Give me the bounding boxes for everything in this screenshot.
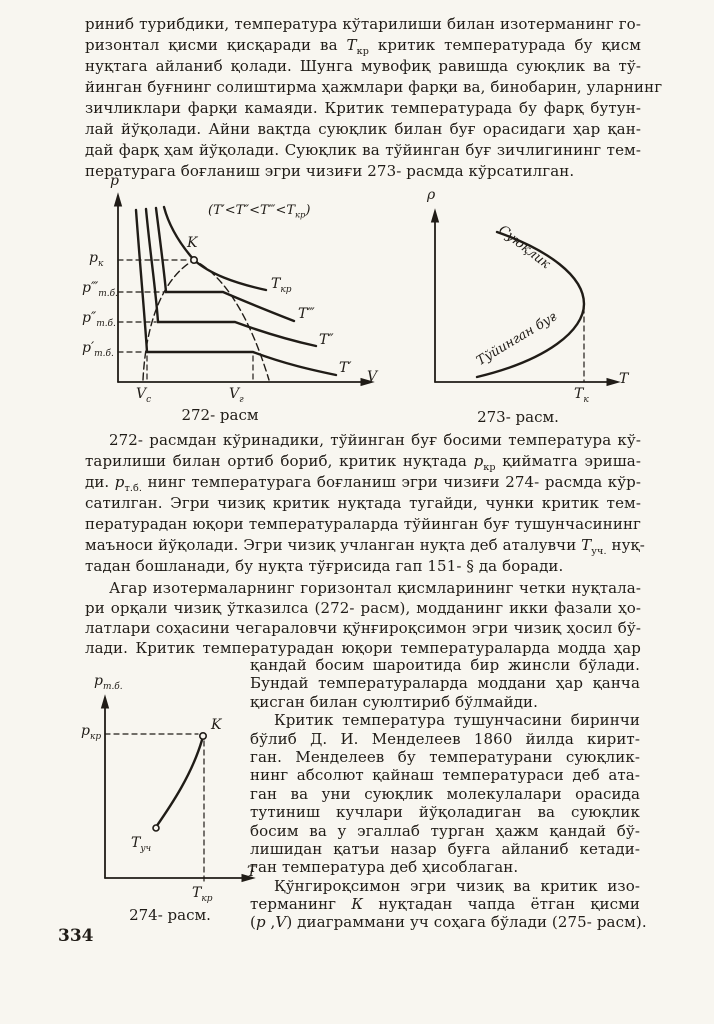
text-line: дай фарқ ҳам йўқолади. Суюқлик ва тўйинг…: [85, 141, 641, 159]
text-line: ризонтал қисми қисқаради ва Ткр критик т…: [85, 36, 641, 57]
text-line: ган ва уни суюқлик молекулалари орасида: [250, 784, 640, 803]
fig273-y-axis-label: ρ: [427, 187, 436, 203]
paragraph-3: Агар изотермаларнинг горизонтал қисмлари…: [85, 578, 641, 658]
text-line: нуқтага айланиб қолади. Шунга мувофиқ ра…: [85, 57, 641, 75]
text-line: маъноси йўқолади. Эгри чизиқ учланган ну…: [85, 536, 645, 557]
figure-272: p (T′<T″<T‴<Tкр) K pк p‴т.б. p″т.б. p′т.…: [80, 174, 390, 435]
fig273-tk-label: Tк: [574, 386, 589, 405]
density-curve: [475, 230, 586, 379]
paragraph-1: риниб турибдики, температура кўтарилиши …: [85, 14, 663, 182]
figure-273-plot: [430, 208, 621, 387]
fig272-x-axis-label: V: [367, 369, 378, 385]
text-line: ди. рт.б. нинг температурага боғланиш эг…: [85, 473, 641, 494]
paragraph-2: 272- расмдан кўринадики, тўйинган буғ бо…: [85, 430, 645, 577]
fig272-point-k-label: K: [187, 235, 198, 251]
text-line: тадан бошланади, бу нуқта тўғрисида гап …: [85, 557, 564, 575]
fig272-vc-label: Vс: [136, 386, 152, 405]
x-axis-arrow: [606, 377, 621, 387]
text-line: лай йўқолади. Айни вақтда суюқлик билан …: [85, 120, 641, 138]
fig272-t1-label: T′: [339, 360, 352, 376]
fig273-caption: 273- расм.: [477, 408, 559, 426]
fig272-ptb3-label: p‴т.б.: [82, 280, 118, 299]
text-line: (р ,V) диаграммани уч соҳага бўлади (275…: [250, 913, 647, 932]
isotherm-t2: [144, 207, 318, 348]
x-axis-arrow: [241, 873, 256, 883]
text-line: қандай босим шароитида бир жинсли бўлади…: [250, 656, 640, 674]
figure-272-plot: [113, 192, 375, 387]
text-line: сатилган. Эгри чизиқ критик нуқтада туга…: [85, 494, 641, 512]
critical-point-marker: [190, 256, 199, 265]
fig274-point-k-label: K: [211, 717, 222, 733]
fig274-tkr-label: Tкр: [192, 885, 213, 904]
fig272-caption: 272- расм: [181, 406, 259, 424]
text-line: Агар изотермаларнинг горизонтал қисмлари…: [109, 579, 641, 597]
page-number: 334: [58, 926, 94, 946]
text-line: ри орқали чизиқ ўтказилса (272- расм), м…: [85, 599, 641, 617]
fig272-ptb1-label: p′т.б.: [82, 340, 114, 359]
fig274-tuch-label: Tуч: [131, 835, 152, 854]
text-line: ган. Менделеев бу температурани суюқлик-: [250, 747, 640, 766]
x-axis-arrow: [360, 377, 375, 387]
fig274-y-axis-label: pт.б.: [94, 673, 123, 692]
text-line: бўлиб Д. И. Менделеев 1860 йилда кирит-: [250, 729, 640, 748]
saturation-pressure-curve: [154, 738, 204, 829]
fig272-tkr-label: Tкр: [271, 276, 292, 295]
text-line: тарилиши билан ортиб бориб, критик нуқта…: [85, 452, 641, 473]
y-axis-arrow: [100, 694, 110, 709]
figure-274-plot: [100, 694, 256, 885]
isotherm-t1: [134, 208, 338, 377]
text-line: босим ва у эгаллаб турган ҳажм қандай бў…: [250, 821, 640, 840]
right-column: қандай босим шароитида бир жинсли бўлади…: [250, 656, 647, 932]
text-line: Қўнгироқсимон эгри чизиқ ва критик изо-: [274, 876, 640, 895]
fig274-x-axis-label: T: [247, 864, 257, 880]
text-line: ган температура деб ҳисоблаган.: [250, 858, 519, 877]
text-line: риниб турибдики, температура кўтарилиши …: [85, 15, 641, 33]
critical-point-marker: [199, 732, 208, 741]
fig272-vg-label: Vг: [229, 386, 244, 405]
text-line: йинган буғнинг солиштирма ҳажмлари фарқи…: [85, 78, 663, 96]
text-line: пературага боғланиш эгри чизиғи 273- рас…: [85, 162, 575, 180]
text-line: нинг абсолют қайнаш температураси деб ат…: [250, 766, 640, 785]
figure-274: pт.б. pкр K Tуч Tкр T 274- расм.: [75, 668, 265, 926]
fig272-pk-label: pк: [89, 250, 104, 269]
text-line: лишидан қатъи назар буғга айланиб кетади…: [250, 839, 640, 858]
fig272-y-axis-label: p: [110, 173, 119, 189]
text-line: латлари соҳасини чегараловчи қўнғироқсим…: [85, 619, 641, 637]
text-line: пературадан юқори температураларда тўйин…: [85, 515, 641, 533]
text-line: Бундай температураларда моддани ҳар қанч…: [250, 674, 640, 693]
fig272-ptb2-label: p″т.б.: [82, 310, 116, 329]
fig273-x-axis-label: T: [619, 371, 629, 387]
text-line: зичликлари фарқи камаяди. Критик темпера…: [85, 99, 641, 117]
figure-273: ρ T Tк Суюқлик Тўйинган буғ 273- расм.: [398, 188, 633, 438]
fig274-caption: 274- расм.: [129, 906, 211, 924]
fig272-t2-label: T″: [319, 332, 334, 348]
text-line: лади. Критик температурадан юқори темпер…: [85, 639, 641, 657]
fig272-annotation: (T′<T″<T‴<Tкр): [208, 203, 311, 220]
isotherm-t3: [154, 206, 296, 323]
text-line: терманинг К нуқтадан чапда ётган қисми: [250, 895, 640, 914]
y-axis-arrow: [113, 192, 123, 207]
fig272-t3-label: T‴: [298, 306, 315, 322]
text-line: қисган билан суюлтириб бўлмайди.: [250, 692, 539, 711]
text-line: 272- расмдан кўринадики, тўйинган буғ бо…: [109, 431, 641, 449]
text-line: тутиниш кучлари йўқоладиган ва суюқлик: [250, 803, 640, 822]
y-axis-arrow: [430, 208, 440, 223]
isotherm-tkr: [162, 205, 268, 292]
triple-point-marker: [152, 824, 160, 832]
two-phase-dome: [142, 259, 270, 381]
fig274-pkr-label: pкр: [81, 723, 102, 742]
text-line: Критик температура тушунчасини биринчи: [274, 711, 640, 730]
